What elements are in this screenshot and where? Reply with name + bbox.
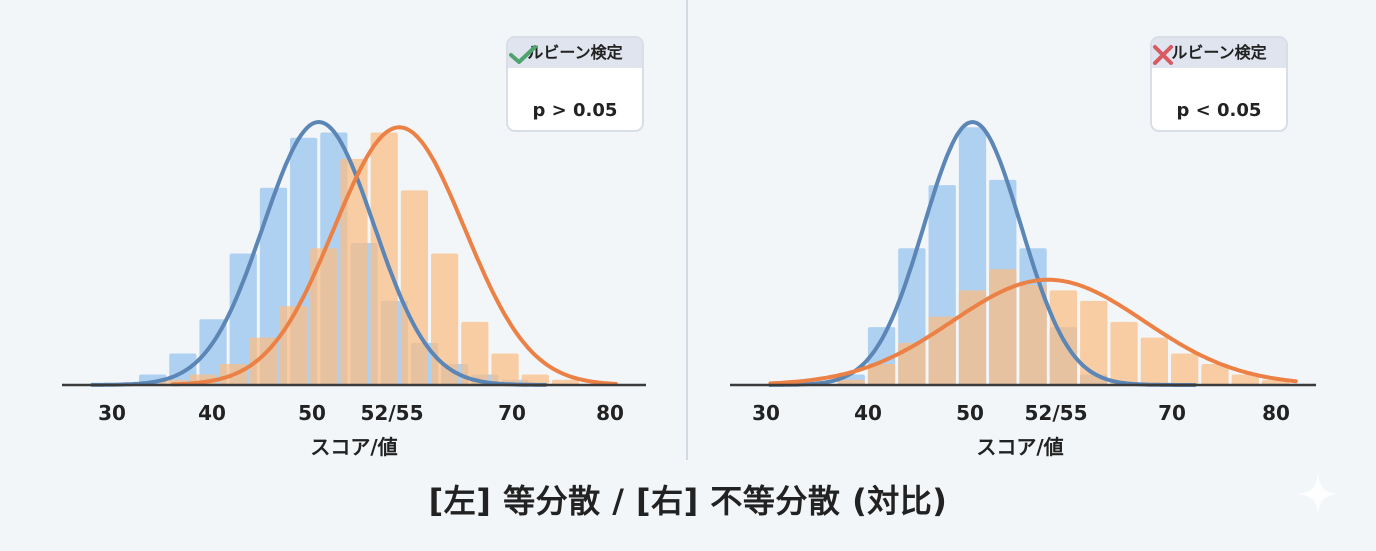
x-tick-label: 80: [596, 401, 624, 425]
blue-density-curve: [768, 119, 1197, 387]
levene-badge-right: ルビーン検定 p < 0.05: [1150, 36, 1288, 132]
orange-bar: [340, 158, 368, 385]
badge-p-value: p > 0.05: [532, 100, 618, 121]
orange-bar: [1140, 337, 1168, 385]
x-tick-label: 40: [198, 401, 226, 425]
orange-bar: [521, 374, 549, 385]
sparkle-icon: [1298, 474, 1338, 514]
orange-bar: [491, 353, 519, 385]
orange-bar: [431, 253, 459, 385]
x-tick-label: 40: [854, 401, 882, 425]
orange-bar: [1110, 321, 1138, 385]
left-chart: 30 40 50 52/55 70 80 スコア/値: [62, 119, 646, 459]
orange-bar: [461, 321, 489, 385]
badge-title: ルビーン検定: [508, 38, 642, 68]
x-tick-label: 50: [298, 401, 326, 425]
x-tick-label: 80: [1262, 401, 1290, 425]
orange-bar: [1201, 363, 1229, 385]
orange-bar: [1171, 353, 1199, 385]
orange-bar: [989, 269, 1017, 385]
right-chart-panel: 30 40 50 52/55 70 80 スコア/値 ルビーン検定 p < 0.05: [688, 0, 1376, 470]
orange-bar: [898, 342, 926, 385]
x-tick-label: 70: [498, 401, 526, 425]
cross-icon: [1153, 45, 1173, 65]
orange-bar: [400, 190, 429, 385]
x-tick-label: 52/55: [1025, 401, 1088, 425]
x-tick-label: 50: [956, 401, 984, 425]
orange-bar: [867, 363, 896, 385]
orange-bar: [551, 379, 580, 385]
orange-bar: [1080, 300, 1108, 385]
badge-p-value: p < 0.05: [1176, 100, 1262, 121]
orange-bar: [958, 290, 987, 385]
panel-divider: [686, 0, 688, 460]
right-chart: 30 40 50 52/55 70 80 スコア/値: [730, 119, 1316, 459]
levene-badge-left: ルビーン検定 p > 0.05: [506, 36, 644, 132]
figure-caption: [左] 等分散 / [右] 不等分散 (対比): [428, 482, 948, 520]
badge-title: ルビーン検定: [1152, 38, 1286, 68]
left-chart-panel: 30 40 50 52/55 70 80 スコア/値 ルビーン検定 p > 0.05: [0, 0, 688, 470]
orange-bar: [1019, 285, 1047, 385]
orange-density-curve: [170, 125, 618, 387]
x-axis-label: スコア/値: [310, 435, 397, 459]
x-tick-label: 52/55: [361, 401, 424, 425]
orange-density-curve: [768, 277, 1298, 386]
check-icon: [509, 45, 537, 64]
orange-bar: [1231, 374, 1259, 385]
x-axis-label: スコア/値: [976, 435, 1063, 459]
x-tick-label: 70: [1158, 401, 1186, 425]
orange-bar: [310, 248, 338, 385]
blue-density-curve: [90, 119, 548, 387]
x-tick-label: 30: [98, 401, 126, 425]
x-tick-label: 30: [752, 401, 780, 425]
orange-bar: [837, 379, 865, 385]
